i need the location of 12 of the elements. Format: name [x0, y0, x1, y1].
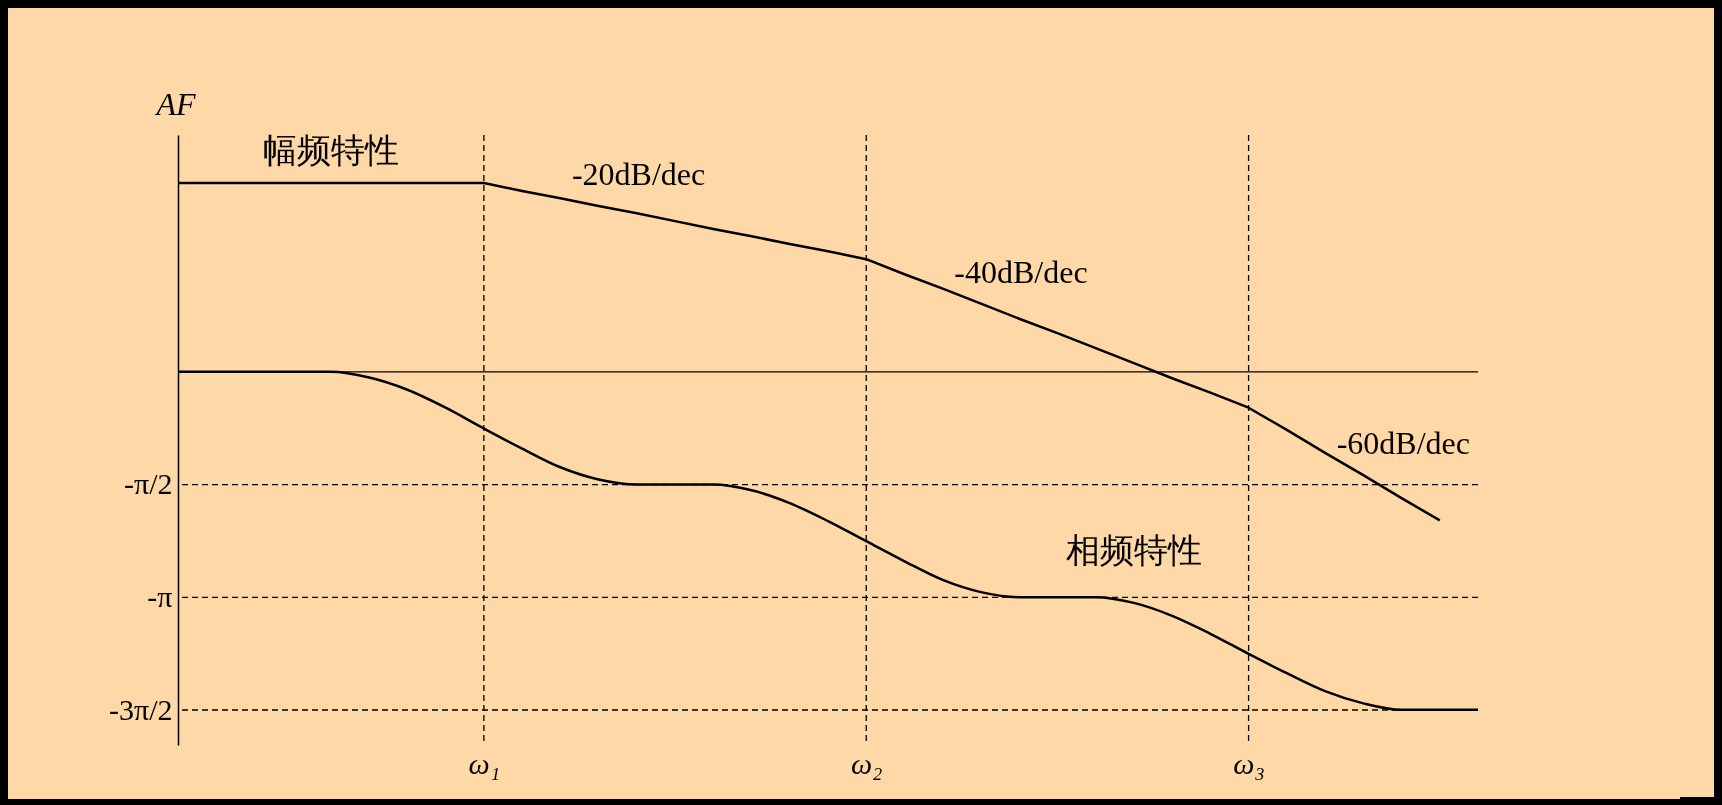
series-label: 幅频特性	[262, 130, 399, 171]
y-tick-label: -π	[147, 579, 173, 613]
series-label: 相频特性	[1065, 529, 1202, 570]
annotation: -40dB/dec	[954, 253, 1088, 290]
x-tick-label: ω₃	[1233, 746, 1265, 780]
x-tick-label: ω₂	[850, 746, 883, 780]
annotation: -60dB/dec	[1336, 425, 1470, 462]
y-axis-title: AF	[154, 85, 197, 122]
annotation: -20dB/dec	[571, 156, 706, 193]
y-tick-label: -3π/2	[109, 692, 173, 726]
x-tick-label: ω₁	[468, 746, 501, 780]
y-tick-label: -π/2	[124, 467, 173, 501]
